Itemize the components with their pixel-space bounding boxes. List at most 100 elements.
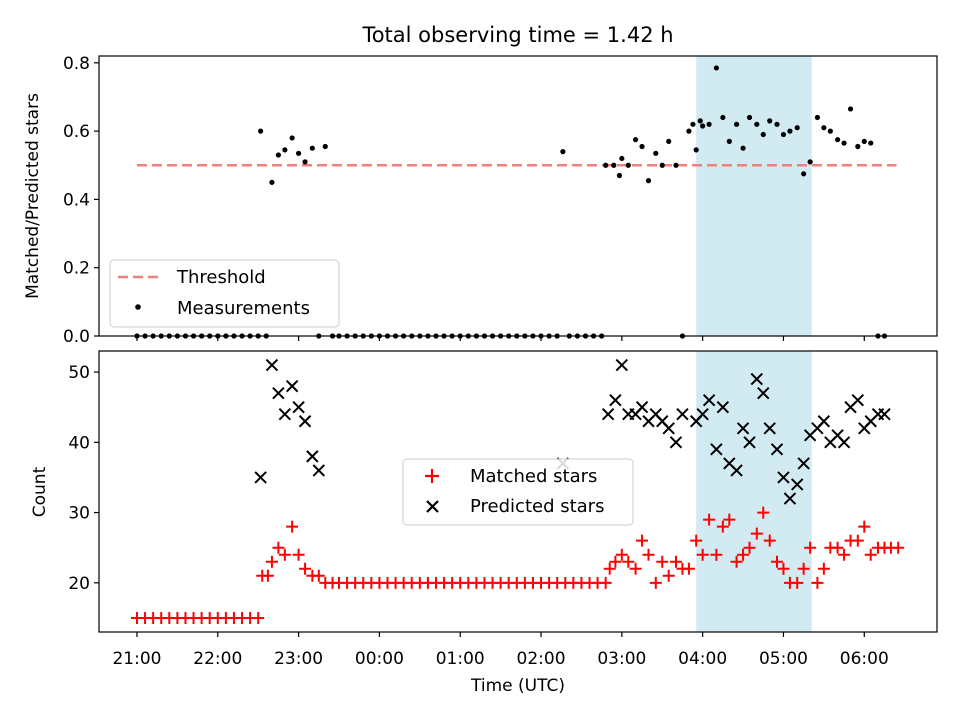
measurement-point [560, 149, 566, 155]
top-panel: 0.00.20.40.60.8 Matched/Predicted stars … [23, 54, 938, 347]
legend-predicted-label: Predicted stars [470, 496, 604, 517]
bottom-y-tick-label: 50 [68, 363, 90, 383]
predicted-star-point [635, 400, 649, 414]
measurement-point [861, 138, 867, 144]
measurement-point [746, 114, 753, 121]
measurement-point [659, 162, 665, 168]
matched-star-point [797, 562, 810, 575]
matched-star-point [599, 576, 612, 589]
predicted-star-point [837, 436, 851, 449]
top-y-tick-label: 0.4 [63, 190, 90, 210]
chart-title: Total observing time = 1.42 h [361, 23, 673, 47]
measurement-point [827, 128, 833, 134]
matched-star-point [763, 534, 776, 547]
matched-star-point [690, 534, 703, 547]
predicted-star-point [702, 393, 716, 407]
predicted-star-point [797, 457, 810, 470]
predicted-star-point [306, 450, 319, 463]
measurement-point [706, 121, 712, 127]
measurement-point [322, 143, 328, 150]
matched-star-point [743, 541, 756, 554]
predicted-star-point [736, 422, 750, 435]
measurement-point [302, 159, 308, 165]
measurement-point [632, 137, 639, 143]
matched-star-point [629, 562, 642, 575]
matched-star-point [265, 555, 278, 568]
measurement-point [693, 147, 699, 153]
top-legend-box [109, 259, 340, 328]
matched-star-point [791, 576, 804, 589]
top-legend: Threshold Measurements [109, 259, 340, 328]
predicted-star-point [254, 471, 267, 484]
measurement-point [855, 143, 861, 150]
legend-matched-swatch [425, 469, 439, 483]
matched-star-point [723, 513, 736, 526]
predicted-star-point [272, 386, 285, 400]
measurement-point [616, 172, 623, 179]
legend-measurements-label: Measurements [177, 298, 310, 319]
matched-star-points [130, 506, 905, 624]
matched-star-point [864, 548, 877, 561]
predicted-star-point [669, 436, 683, 449]
bottom-highlight-span [696, 351, 812, 632]
measurement-point [282, 147, 288, 153]
measurement-point [611, 162, 617, 168]
matched-star-point [757, 506, 770, 519]
measurement-point [794, 125, 800, 131]
matched-star-point [278, 548, 291, 561]
top-highlight-span [696, 56, 812, 336]
predicted-star-point [790, 478, 804, 491]
matched-star-point [642, 548, 655, 561]
bottom-panel: 20 30 40 50 21:00 22:00 23:00 00:00 01:00 02:00 0… [30, 350, 938, 696]
matched-star-point [858, 520, 871, 533]
measurement-point [666, 138, 672, 144]
predicted-star-point [285, 379, 299, 393]
measurement-point [258, 128, 264, 134]
measurement-point [780, 131, 787, 138]
predicted-star-point [278, 408, 292, 421]
measurement-point [603, 162, 609, 168]
measurement-point [296, 150, 302, 156]
top-y-axis-label: Matched/Predicted stars [23, 93, 43, 299]
measurement-point [814, 114, 821, 121]
matched-star-point [662, 569, 675, 582]
matched-star-point [609, 555, 622, 568]
legend-measurements-swatch [135, 304, 141, 310]
measurement-point [275, 152, 281, 158]
measurement-point [690, 121, 696, 127]
x-tick-label: 21:00 [112, 649, 161, 669]
x-tick-label: 00:00 [355, 649, 404, 669]
predicted-star-point [743, 436, 756, 449]
matched-star-point [636, 534, 649, 547]
matched-star-point [892, 541, 905, 554]
predicted-star-point [750, 372, 764, 386]
matched-star-point [603, 562, 616, 575]
matched-star-point [682, 562, 695, 575]
measurement-point [868, 140, 874, 146]
predicted-star-point [757, 386, 770, 400]
measurement-point [835, 137, 841, 143]
predicted-star-point [298, 415, 312, 428]
measurement-point [760, 131, 766, 138]
top-y-tick-label: 0.8 [63, 54, 90, 74]
matched-star-point [622, 555, 635, 568]
top-y-ticks: 0.0 0.2 0.4 0.6 0.8 [63, 54, 99, 347]
bottom-legend-box [402, 458, 634, 526]
measurement-point [673, 162, 679, 168]
x-tick-label: 22:00 [193, 649, 242, 669]
predicted-star-point [777, 471, 790, 484]
matched-star-point [649, 576, 662, 589]
measurement-point [801, 171, 807, 177]
measurement-point [733, 121, 740, 127]
measurement-point [767, 118, 773, 124]
matched-star-point [292, 548, 305, 561]
measurement-point [619, 155, 625, 162]
matched-star-point [777, 562, 790, 575]
predicted-star-point [763, 422, 776, 435]
x-tick-label: 06:00 [840, 649, 889, 669]
measurement-point [309, 145, 315, 151]
predicted-star-point [292, 400, 305, 414]
top-x-ticks [136, 336, 865, 341]
predicted-star-point [265, 358, 279, 372]
